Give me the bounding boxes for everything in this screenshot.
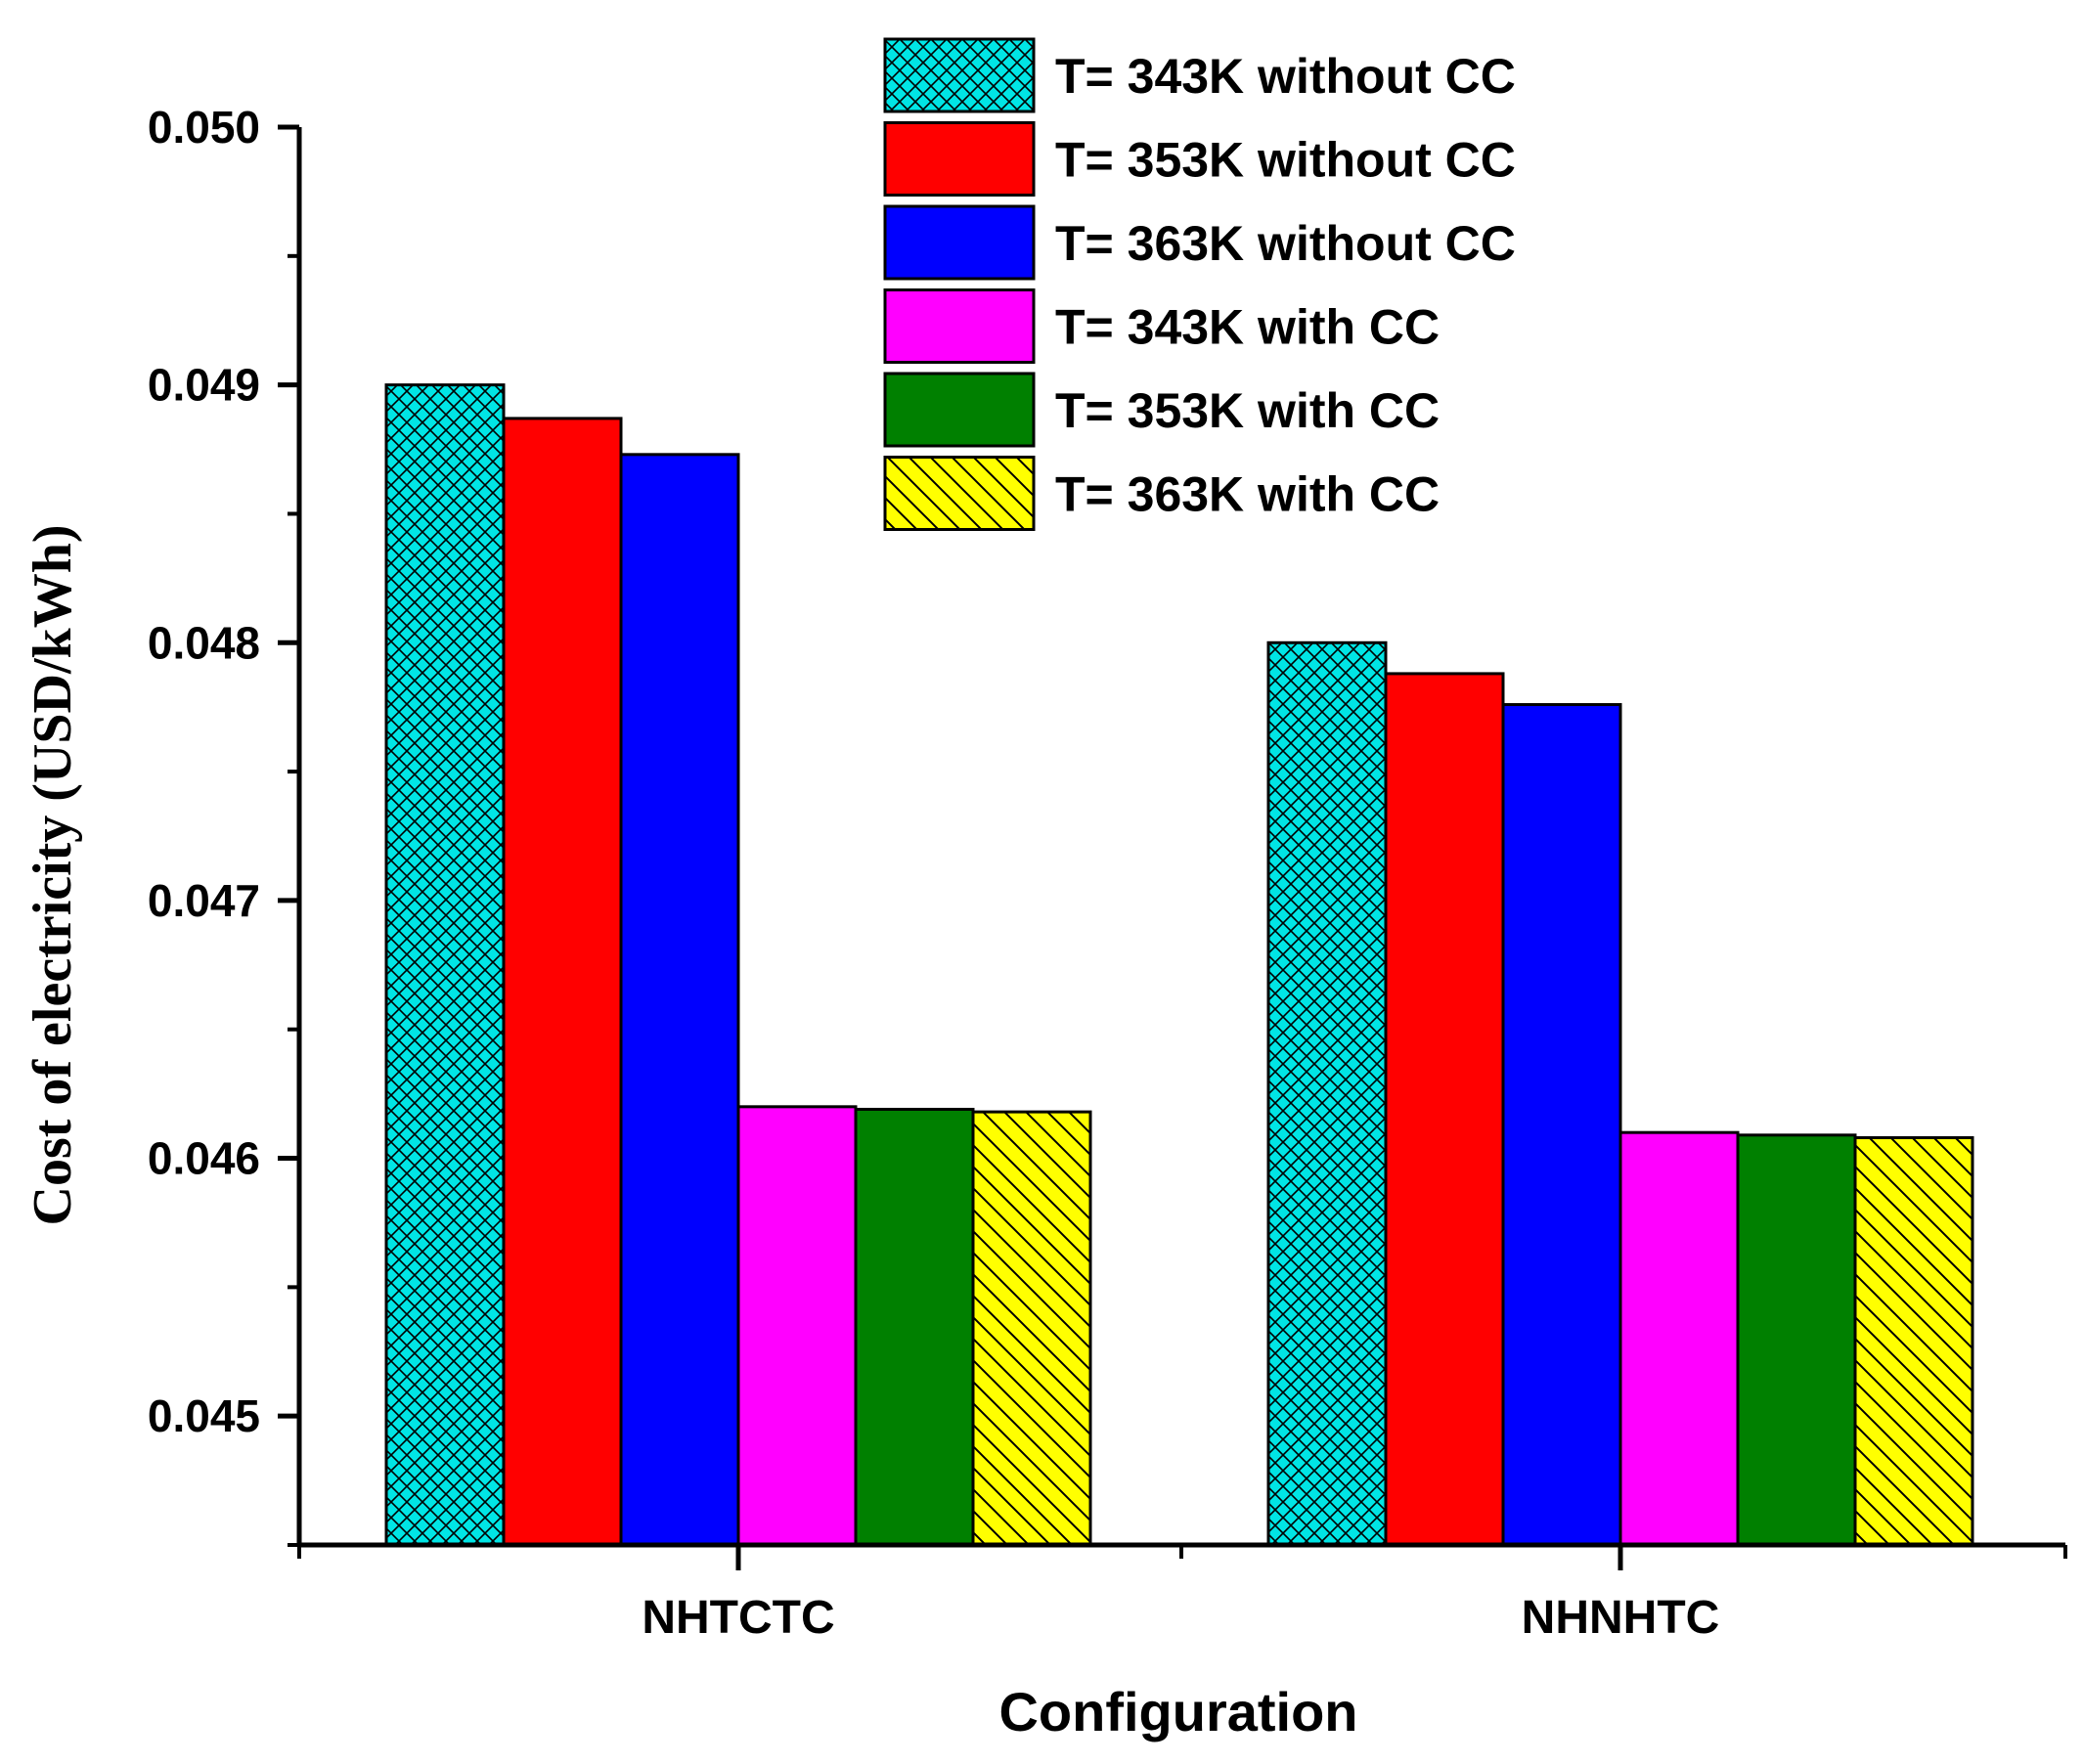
bar-nhnhtc-series-3 [1503, 704, 1620, 1545]
y-tick-label: 0.045 [148, 1390, 260, 1441]
bar-pattern-nhtctc-series-6 [973, 1112, 1090, 1545]
legend-label-1: T= 343K without CC [1055, 49, 1516, 104]
legend-swatch-5 [885, 374, 1034, 446]
legend-label-2: T= 353K without CC [1055, 133, 1516, 188]
bar-pattern-nhnhtc-series-6 [1855, 1137, 1972, 1545]
y-tick-label: 0.048 [148, 617, 260, 668]
legend-swatch-pattern-1 [885, 39, 1034, 111]
legend-swatch-4 [885, 289, 1034, 363]
legend: T= 343K without CC T= 353K without CC T= 3… [883, 37, 1516, 531]
bars-group [384, 383, 1974, 1547]
axes-group: 0.045 0.046 0.047 0.048 0.049 0.050 NHTCTC NHNH… [148, 102, 2067, 1644]
x-tick-label-nhtctc: NHTCTC [642, 1592, 834, 1644]
bar-nhtctc-series-5 [856, 1109, 973, 1545]
legend-swatch-outline-2 [883, 121, 1036, 197]
bar-nhnhtc-series-5 [1738, 1134, 1855, 1545]
bar-pattern-nhnhtc-series-1 [1268, 642, 1386, 1545]
legend-label-3: T= 363K without CC [1055, 216, 1516, 271]
legend-label-6: T= 363K with CC [1055, 467, 1440, 522]
y-tick-label: 0.050 [148, 102, 260, 153]
bar-nhnhtc-series-4 [1620, 1132, 1738, 1545]
bar-pattern-nhtctc-series-1 [386, 384, 504, 1545]
y-axis-title: Cost of electricity (USD/kWh) [22, 525, 83, 1226]
bar-nhtctc-series-3 [621, 454, 738, 1546]
legend-swatch-2 [885, 122, 1034, 196]
x-tick-label-nhnhtc: NHNHTC [1522, 1592, 1720, 1644]
legend-swatch-outline-5 [883, 372, 1036, 448]
legend-swatch-outline-3 [883, 204, 1036, 281]
legend-label-5: T= 353K with CC [1055, 383, 1440, 438]
bar-nhnhtc-series-2 [1386, 673, 1503, 1545]
legend-swatch-3 [885, 206, 1034, 279]
legend-swatch-outline-4 [883, 288, 1036, 364]
x-axis-title: Configuration [998, 1681, 1357, 1742]
bar-nhtctc-series-4 [738, 1106, 856, 1545]
legend-swatch-outline-6 [883, 456, 1036, 531]
legend-swatch-pattern-6 [885, 457, 1034, 530]
bar-nhtctc-series-2 [504, 418, 621, 1546]
legend-swatch-outline-1 [883, 37, 1036, 113]
y-tick-label: 0.047 [148, 875, 260, 926]
y-tick-label: 0.049 [148, 360, 260, 411]
y-tick-label: 0.046 [148, 1133, 260, 1184]
legend-label-4: T= 343K with CC [1055, 300, 1440, 355]
